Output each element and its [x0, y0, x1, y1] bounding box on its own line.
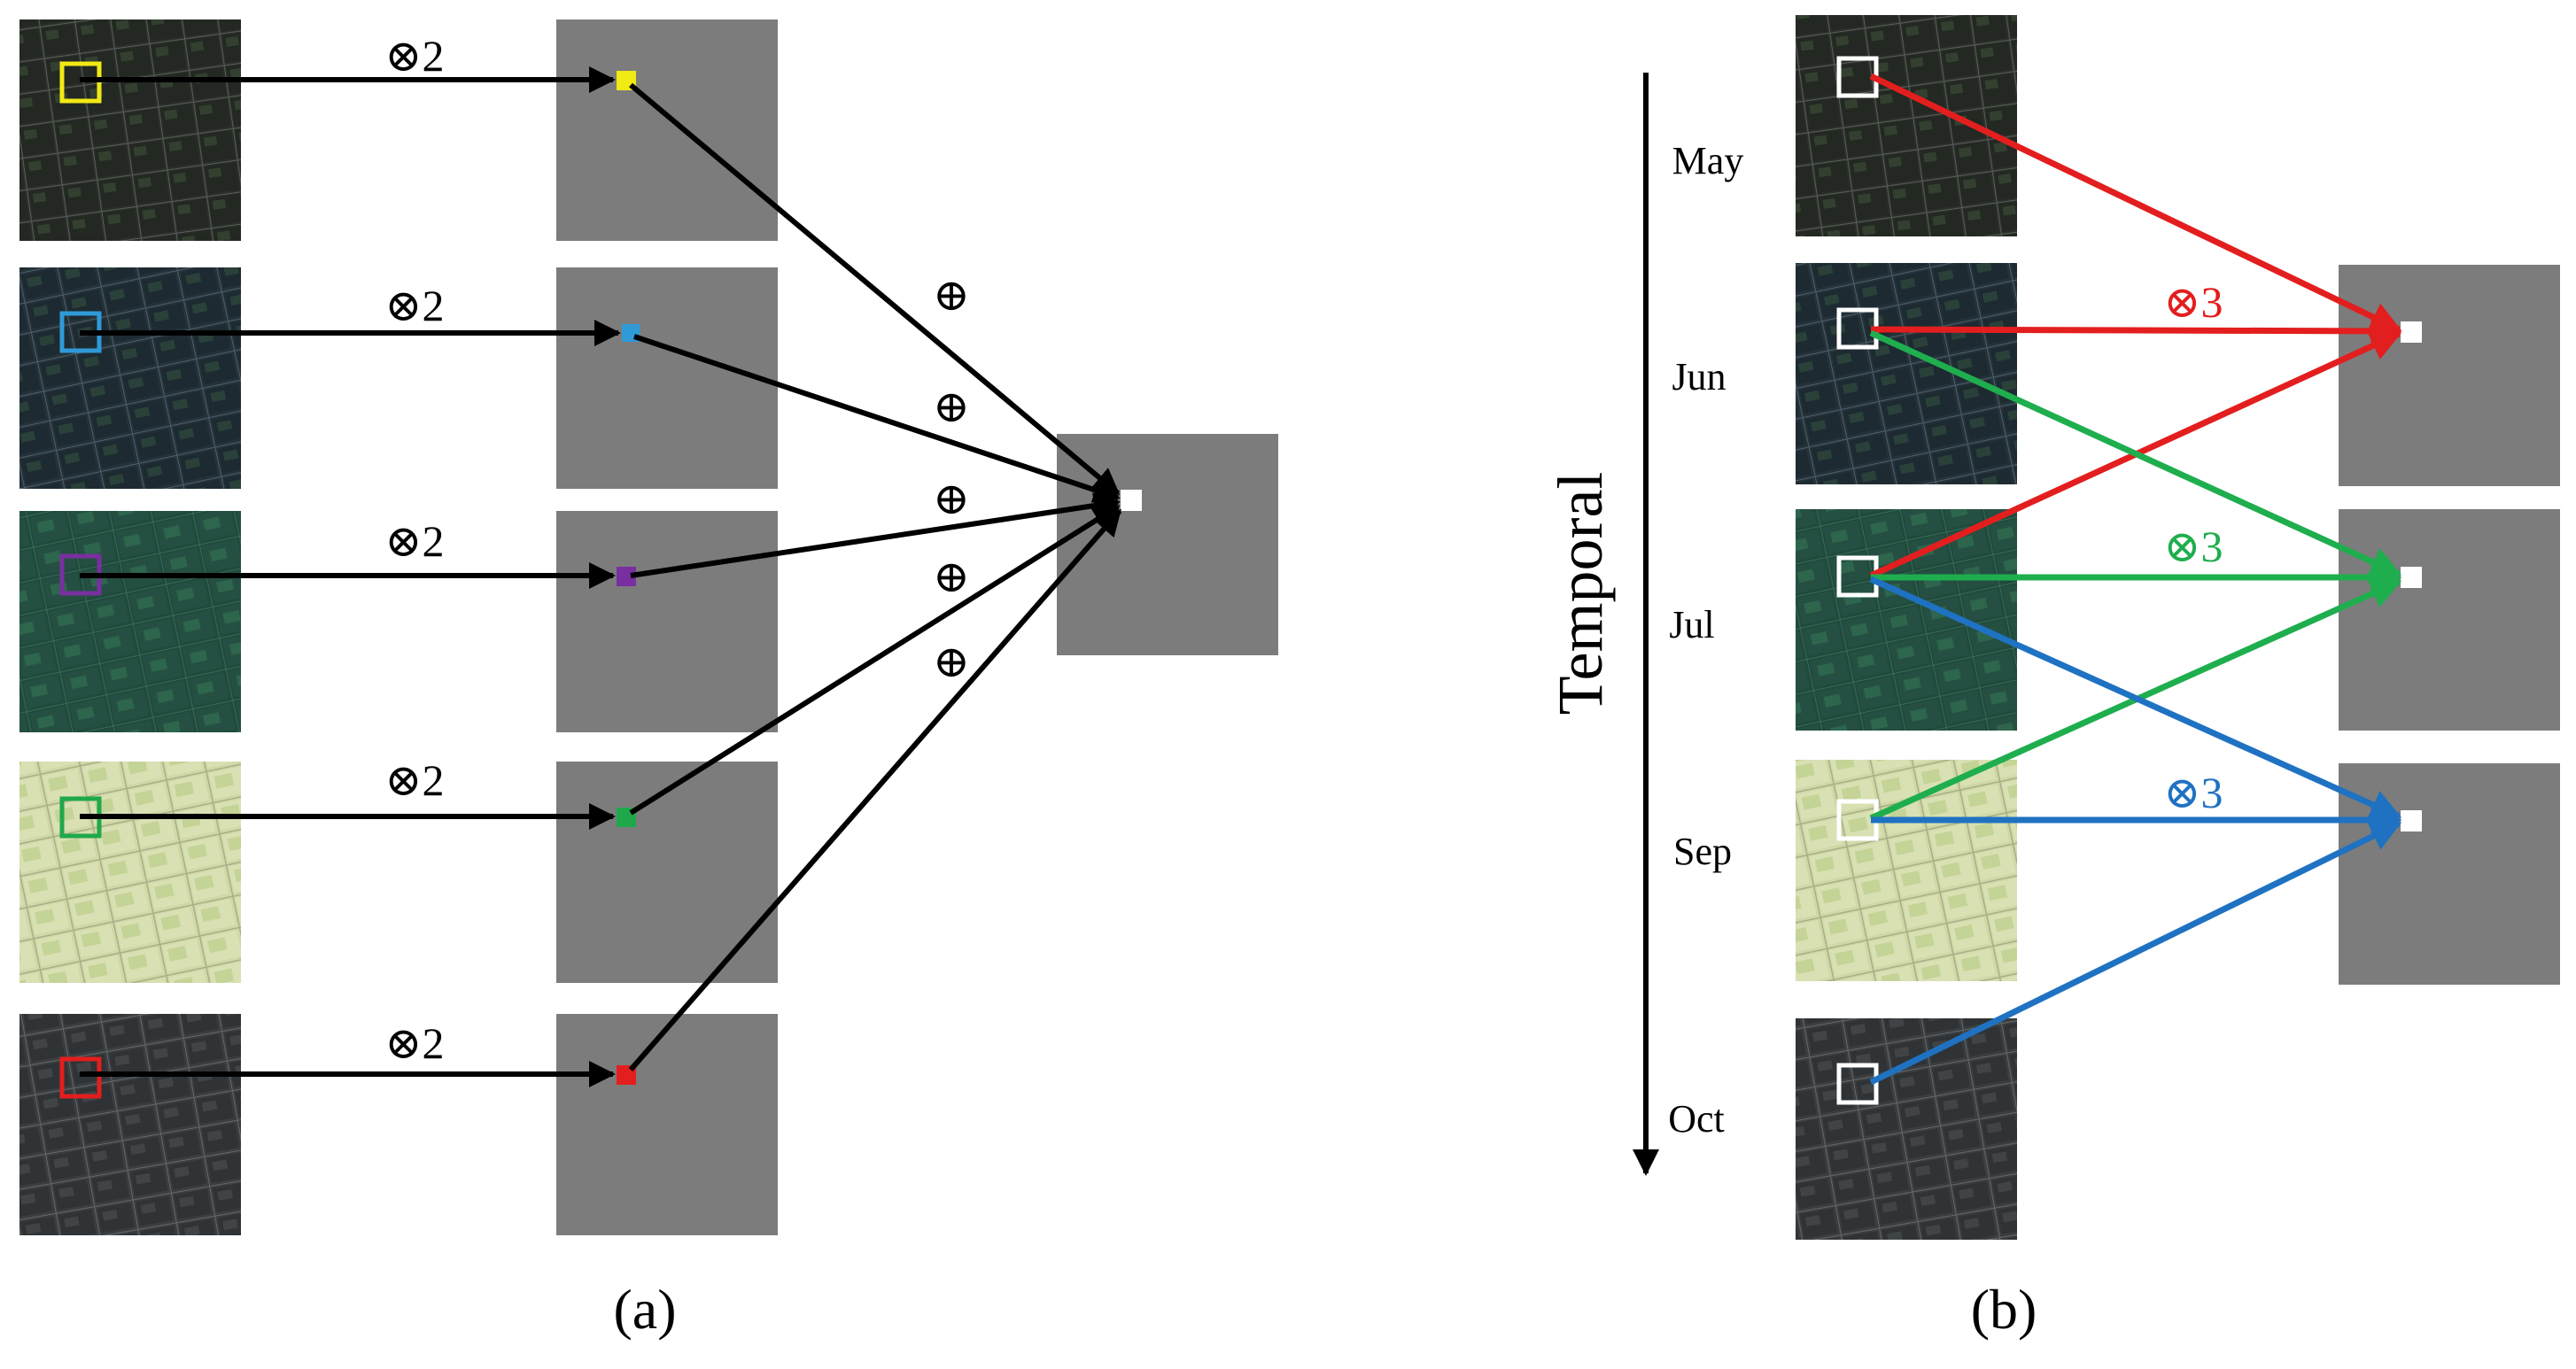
- blue-arrow-jul: [1869, 576, 2402, 820]
- output-pixel-b-1: [2401, 321, 2422, 343]
- image-tile-b-sep: [1796, 760, 2017, 981]
- plus-label-a-3: ⊕: [933, 474, 970, 523]
- image-tile-a-1: [19, 19, 241, 241]
- image-tile-a-4: [19, 762, 241, 983]
- plus-label-a-2: ⊕: [933, 382, 970, 431]
- multiply-label-a-4: ⊗2: [385, 755, 445, 805]
- red-arrow-may: [1869, 73, 2402, 333]
- green-arrow-jun: [1869, 329, 2402, 577]
- output-pixel-b-2: [2401, 567, 2422, 588]
- multiply-label-a-1: ⊗2: [385, 31, 445, 81]
- pixel-a-5: [617, 1065, 636, 1085]
- month-label-jul: Jul: [1669, 603, 1714, 646]
- image-tile-a-5: [19, 1014, 241, 1235]
- sum-arrow-a-4: [629, 504, 1121, 816]
- month-label-oct: Oct: [1668, 1097, 1725, 1141]
- output-map-b-1: [2339, 265, 2560, 486]
- month-label-jun: Jun: [1672, 355, 1726, 398]
- panel-a: ⊗2 ⊗2 ⊗2 ⊗2 ⊗2 ⊕ ⊕ ⊕ ⊕ ⊕ (a): [19, 19, 1278, 1341]
- month-label-may: May: [1672, 139, 1744, 182]
- multiply-label-a-2: ⊗2: [385, 281, 445, 330]
- window-box-a-5: [59, 1056, 102, 1099]
- image-tile-b-oct: [1796, 1018, 2017, 1240]
- multiply-label-red: ⊗3: [2164, 277, 2223, 327]
- image-tile-b-jul: [1796, 509, 2017, 731]
- sum-arrow-a-2: [633, 334, 1121, 503]
- output-pixel-a: [1121, 490, 1142, 511]
- multiply-label-green: ⊗3: [2164, 522, 2223, 571]
- gray-map-a-2: [556, 267, 778, 489]
- caption-b: (b): [1971, 1278, 2037, 1341]
- gray-map-a-4: [556, 762, 778, 983]
- gray-map-a-3: [556, 511, 778, 732]
- gray-map-a-1: [556, 19, 778, 241]
- panel-b: Temporal May Jun Jul Sep Oct: [1545, 15, 2560, 1341]
- plus-label-a-1: ⊕: [933, 270, 970, 320]
- sum-arrow-a-3: [630, 492, 1121, 578]
- multiply-label-blue: ⊗3: [2164, 768, 2223, 817]
- sum-arrow-a-5: [628, 508, 1122, 1071]
- window-box-b-oct: [1836, 1063, 1879, 1105]
- image-tile-b-jun: [1796, 263, 2017, 484]
- output-pixel-b-3: [2401, 810, 2422, 831]
- output-map-b-3: [2339, 763, 2560, 985]
- image-tile-b-may: [1796, 15, 2017, 236]
- plus-label-a-4: ⊕: [933, 552, 970, 601]
- output-map-b-2: [2339, 509, 2560, 731]
- red-arrow-jun: [1870, 315, 2402, 347]
- multiply-label-a-5: ⊗2: [385, 1018, 445, 1068]
- blue-arrow-oct: [1869, 820, 2402, 1086]
- sum-arrow-a-1: [629, 82, 1121, 496]
- pixel-a-3: [617, 567, 636, 586]
- temporal-label: Temporal: [1545, 472, 1616, 715]
- month-label-sep: Sep: [1673, 830, 1732, 873]
- plus-label-a-5: ⊕: [933, 637, 970, 686]
- caption-a: (a): [613, 1278, 676, 1341]
- gray-map-a-5: [556, 1014, 778, 1235]
- multiply-label-a-3: ⊗2: [385, 516, 445, 566]
- image-tile-a-2: [19, 267, 241, 489]
- image-tile-a-3: [19, 511, 241, 732]
